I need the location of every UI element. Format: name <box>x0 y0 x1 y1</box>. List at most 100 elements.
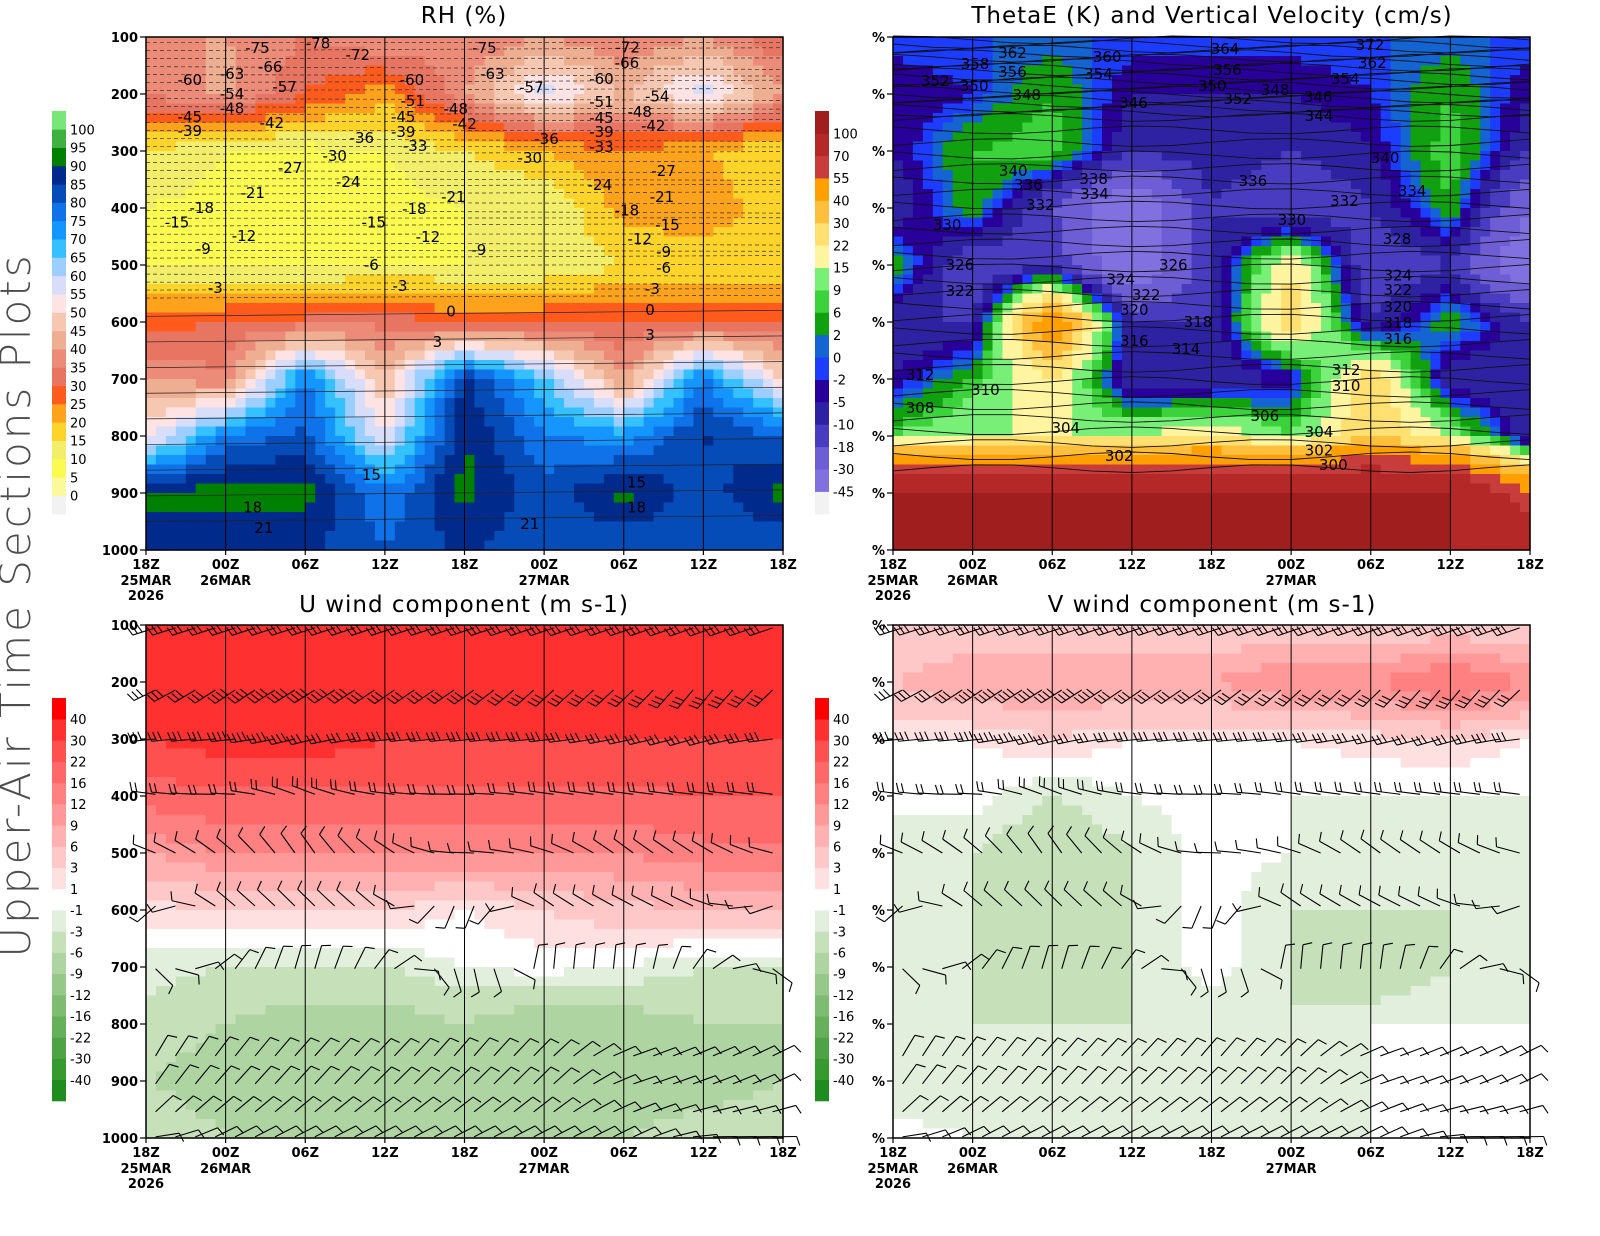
heatmap-cell <box>454 502 466 513</box>
heatmap-cell <box>524 122 535 133</box>
heatmap-cell <box>1191 94 1203 105</box>
heatmap-cell <box>1012 75 1023 86</box>
heatmap-cell <box>1072 132 1083 143</box>
heatmap-cell <box>593 141 605 152</box>
heatmap-cell <box>504 246 515 257</box>
heatmap-cell <box>384 246 396 257</box>
contour-label: -45 <box>391 108 416 126</box>
heatmap-cell <box>235 540 247 551</box>
heatmap-cell <box>1251 132 1262 143</box>
date-label: 26MAR <box>200 574 251 589</box>
heatmap-cell <box>374 151 386 162</box>
heatmap-cell <box>1301 46 1312 57</box>
heatmap-cell <box>235 502 247 513</box>
heatmap-cell <box>643 179 655 190</box>
heatmap-cell <box>1400 208 1412 219</box>
heatmap-cell <box>444 293 456 304</box>
heatmap-cell <box>175 350 187 361</box>
heatmap-cell <box>623 531 635 542</box>
heatmap-cell <box>185 132 197 143</box>
heatmap-cell <box>693 493 704 504</box>
heatmap-cell <box>1490 122 1501 133</box>
heatmap-cell <box>1370 84 1382 95</box>
heatmap-cell <box>603 493 615 504</box>
heatmap-cell <box>235 360 247 371</box>
heatmap-cell <box>554 417 565 428</box>
heatmap-cell <box>763 94 774 105</box>
heatmap-cell <box>404 493 416 504</box>
heatmap-cell <box>1410 198 1422 209</box>
heatmap-cell <box>195 293 207 304</box>
heatmap-cell <box>245 94 257 105</box>
heatmap-cell <box>185 46 197 57</box>
heatmap-cell <box>1082 208 1093 219</box>
heatmap-cell <box>335 455 346 466</box>
heatmap-cell <box>673 455 685 466</box>
heatmap-cell <box>1320 189 1332 200</box>
heatmap-cell <box>1151 37 1163 48</box>
heatmap-cell <box>255 208 267 219</box>
heatmap-cell <box>245 170 257 181</box>
heatmap-cell <box>763 407 774 418</box>
heatmap-cell <box>285 293 296 304</box>
heatmap-cell <box>1181 132 1193 143</box>
heatmap-cell <box>902 56 914 67</box>
heatmap-cell <box>1231 141 1242 152</box>
heatmap-cell <box>673 293 685 304</box>
heatmap-cell <box>494 293 505 304</box>
heatmap-cell <box>165 379 177 390</box>
heatmap-cell <box>962 141 974 152</box>
heatmap-cell <box>1400 189 1412 200</box>
heatmap-cell <box>165 122 177 133</box>
heatmap-cell <box>693 398 704 409</box>
heatmap-cell <box>723 122 734 133</box>
heatmap-cell <box>424 350 436 361</box>
heatmap-cell <box>1490 46 1501 57</box>
heatmap-cell <box>1102 132 1113 143</box>
heatmap-cell <box>1181 227 1193 238</box>
heatmap-cell <box>743 388 754 399</box>
colorbar-label: 65 <box>70 252 87 267</box>
heatmap-cell <box>1320 46 1332 57</box>
heatmap-cell <box>374 103 386 114</box>
heatmap-cell <box>573 502 585 513</box>
heatmap-cell <box>1410 65 1422 76</box>
heatmap-cell <box>414 407 426 418</box>
heatmap-cell <box>723 512 734 523</box>
heatmap-cell <box>763 132 774 143</box>
heatmap-cell <box>554 455 565 466</box>
heatmap-cell <box>195 132 207 143</box>
heatmap-cell <box>683 293 695 304</box>
heatmap-cell <box>364 65 376 76</box>
heatmap-cell <box>504 312 515 323</box>
heatmap-cell <box>165 208 177 219</box>
heatmap-cell <box>613 113 625 124</box>
heatmap-cell <box>265 445 276 456</box>
heatmap-cell <box>1410 75 1422 86</box>
heatmap-cell <box>753 445 764 456</box>
heatmap-cell <box>703 151 714 162</box>
heatmap-cell <box>1251 113 1262 124</box>
heatmap-cell <box>195 531 207 542</box>
heatmap-cell <box>315 56 326 67</box>
heatmap-cell <box>364 369 376 380</box>
heatmap-cell <box>265 46 276 57</box>
heatmap-cell <box>1032 198 1043 209</box>
heatmap-cell <box>474 56 485 67</box>
heatmap-cell <box>295 227 306 238</box>
heatmap-cell <box>355 455 366 466</box>
heatmap-cell <box>733 56 744 67</box>
heatmap-cell <box>215 369 227 380</box>
heatmap-cell <box>643 217 655 228</box>
heatmap-cell <box>384 341 396 352</box>
heatmap-cell <box>364 350 376 361</box>
heatmap-cell <box>434 331 446 342</box>
heatmap-cell <box>663 189 675 200</box>
heatmap-cell <box>424 455 436 466</box>
heatmap-cell <box>613 341 625 352</box>
heatmap-cell <box>773 493 784 504</box>
heatmap-cell <box>564 265 575 276</box>
y-tick-label: 100 <box>111 31 138 46</box>
heatmap-cell <box>1320 217 1332 228</box>
heatmap-cell <box>623 274 635 285</box>
